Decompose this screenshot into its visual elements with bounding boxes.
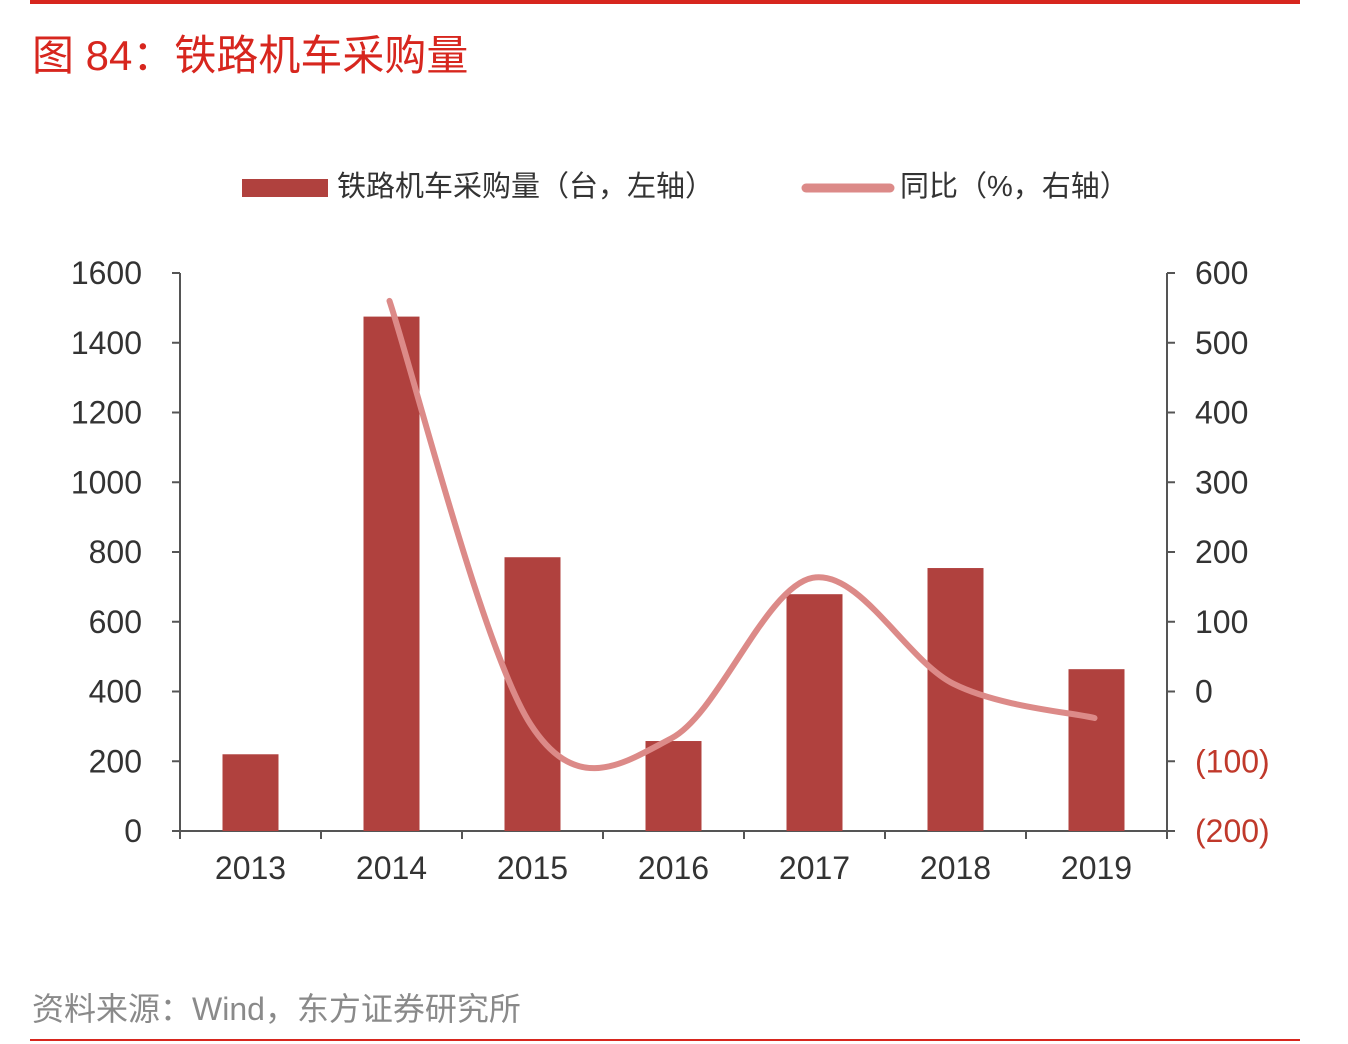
x-tick-label: 2019 xyxy=(1061,850,1132,886)
left-tick-label: 1200 xyxy=(71,395,142,431)
left-tick-label: 0 xyxy=(124,813,142,849)
top-rule xyxy=(30,0,1300,4)
right-tick-label: 600 xyxy=(1195,255,1248,291)
right-tick-label: 300 xyxy=(1195,464,1248,500)
left-tick-label: 1400 xyxy=(71,325,142,361)
bar-2013 xyxy=(222,754,279,831)
yoy-line xyxy=(386,297,1098,772)
legend-bar-swatch xyxy=(242,179,328,197)
left-tick-label: 1000 xyxy=(71,464,142,500)
legend-line-label: 同比（%，右轴） xyxy=(900,170,1129,203)
right-tick-label: (100) xyxy=(1195,743,1270,779)
left-tick-label: 600 xyxy=(89,604,142,640)
left-tick-label: 400 xyxy=(89,674,142,710)
right-tick-label: 400 xyxy=(1195,395,1248,431)
bar-2018 xyxy=(927,568,984,831)
left-tick-label: 800 xyxy=(89,534,142,570)
x-tick-label: 2014 xyxy=(356,850,427,886)
bar-2014 xyxy=(363,316,420,831)
right-tick-label: 200 xyxy=(1195,534,1248,570)
bar-2019 xyxy=(1068,669,1125,831)
chart-title: 图 84：铁路机车采购量 xyxy=(32,32,469,79)
x-tick-label: 2018 xyxy=(920,850,991,886)
x-tick-label: 2017 xyxy=(779,850,850,886)
bottom-rule xyxy=(30,1039,1300,1041)
legend-bar-label: 铁路机车采购量（台，左轴） xyxy=(337,170,714,203)
left-tick-label: 1600 xyxy=(71,255,142,291)
x-tick-label: 2015 xyxy=(497,850,568,886)
source-note: 资料来源：Wind，东方证券研究所 xyxy=(32,991,521,1027)
x-tick-label: 2016 xyxy=(638,850,709,886)
bar-2017 xyxy=(786,594,843,831)
right-tick-label: 500 xyxy=(1195,325,1248,361)
right-tick-label: 0 xyxy=(1195,674,1213,710)
bar-2016 xyxy=(645,741,702,831)
right-tick-label: 100 xyxy=(1195,604,1248,640)
x-tick-label: 2013 xyxy=(215,850,286,886)
right-tick-label: (200) xyxy=(1195,813,1270,849)
left-tick-label: 200 xyxy=(89,743,142,779)
